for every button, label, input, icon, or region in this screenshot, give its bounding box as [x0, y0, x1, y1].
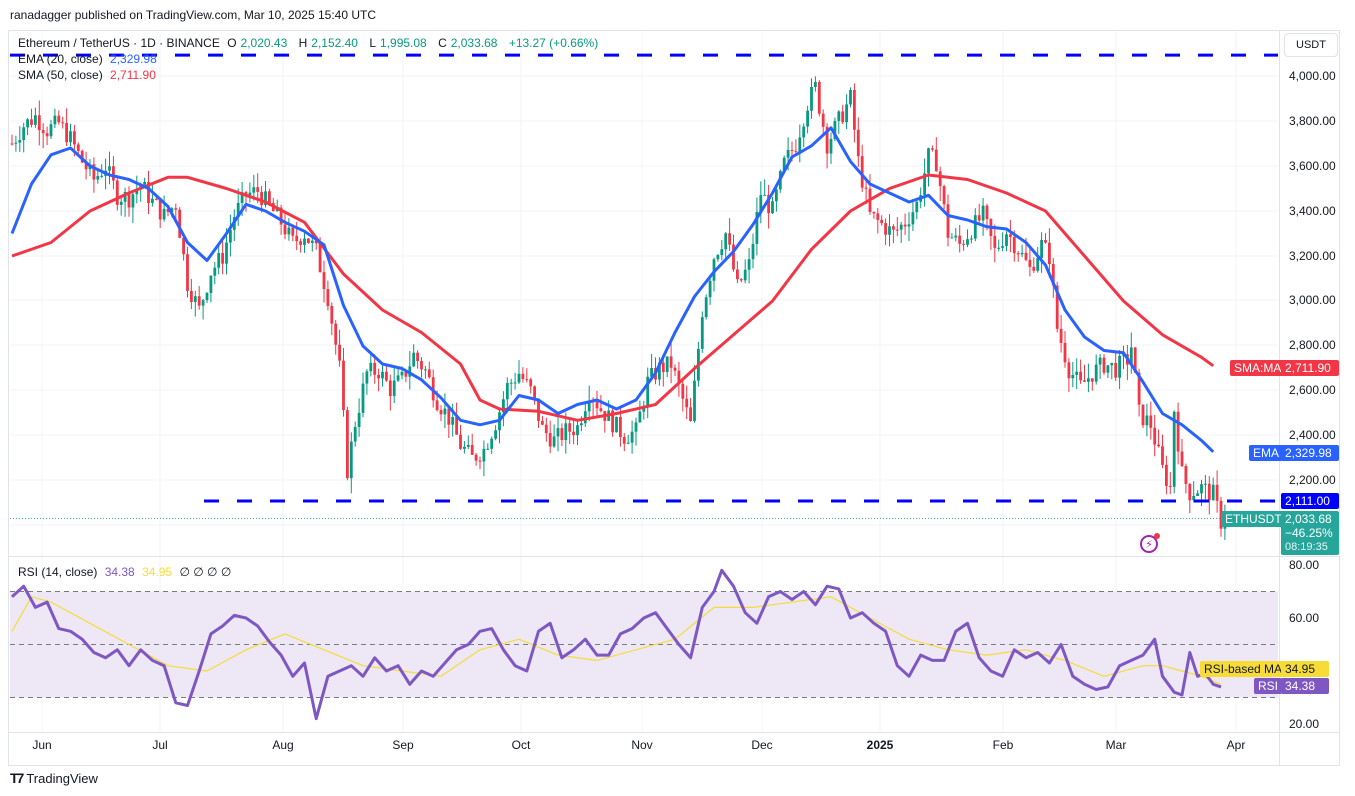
price-tick: 3,600.00	[1289, 159, 1336, 173]
rsi-tick: 20.00	[1289, 717, 1320, 731]
bar-countdown: 08:19:35	[1285, 541, 1328, 553]
rsi-ma-value: 34.95	[142, 565, 173, 579]
tradingview-logo-icon: T7	[10, 770, 24, 786]
notification-dot	[1154, 533, 1160, 539]
price-tick: 3,000.00	[1289, 293, 1336, 307]
price-tick: 4,000.00	[1289, 69, 1336, 83]
price-tick: 3,200.00	[1289, 249, 1336, 263]
ohlc-low: L 1,995.08	[369, 36, 427, 50]
symbol-legend[interactable]: Ethereum / TetherUS · 1D · BINANCE O 2,02…	[18, 35, 602, 51]
time-tick: Apr	[1226, 738, 1246, 752]
time-tick: Mar	[1105, 738, 1127, 752]
price-tick: 2,600.00	[1289, 383, 1336, 397]
time-tick: 2025	[866, 738, 894, 752]
lightning-icon[interactable]: ⚡	[1140, 535, 1158, 553]
rsi-legend[interactable]: RSI (14, close) 34.38 34.95 ∅ ∅ ∅ ∅	[18, 564, 235, 580]
time-tick: Oct	[511, 738, 531, 752]
tradingview-logo-text: TradingView	[26, 770, 98, 786]
time-tick: Feb	[992, 738, 1014, 752]
ohlc-high: H 2,152.40	[298, 36, 358, 50]
rsi-tick: 80.00	[1289, 558, 1320, 572]
last-price-change: −46.25%	[1285, 526, 1333, 540]
ema-value: 2,329.98	[110, 52, 157, 66]
rsi-tick: 60.00	[1289, 611, 1320, 625]
rsi-value: 34.38	[104, 565, 135, 579]
time-tick: Aug	[272, 738, 294, 752]
last-price-value: 2,033.68	[1285, 512, 1332, 526]
tradingview-logo[interactable]: T7 TradingView	[10, 770, 98, 786]
currency-button[interactable]: USDT	[1284, 33, 1338, 57]
rsi-tag-value: 34.38	[1281, 678, 1329, 694]
rsi-ma-tag-value: 34.95	[1281, 661, 1329, 677]
price-tick: 2,800.00	[1289, 338, 1336, 352]
time-tick: Sep	[392, 738, 414, 752]
symbol-title[interactable]: Ethereum / TetherUS · 1D · BINANCE	[18, 36, 220, 50]
ohlc-close: C 2,033.68	[438, 36, 498, 50]
price-tick: 2,400.00	[1289, 428, 1336, 442]
rsi-tag-name: RSI	[1254, 678, 1283, 694]
time-tick: Dec	[751, 738, 773, 752]
time-tick: Nov	[631, 738, 653, 752]
time-tick: Jun	[32, 738, 52, 752]
ema-legend[interactable]: EMA (20, close) 2,329.98	[18, 51, 161, 67]
time-tick: Jul	[152, 738, 168, 752]
ohlc-open: O 2,020.43	[227, 36, 288, 50]
sma-value: 2,711.90	[110, 68, 156, 82]
rsi-extra-values: ∅ ∅ ∅ ∅	[179, 565, 232, 579]
sma-legend[interactable]: SMA (50, close) 2,711.90	[18, 67, 160, 83]
rsi-ma-tag-name: RSI-based MA	[1200, 661, 1287, 677]
ohlc-change: +13.27 (+0.66%)	[508, 36, 599, 50]
price-tick: 2,200.00	[1289, 473, 1336, 487]
last-price-tag-name: ETHUSDT	[1221, 511, 1286, 527]
ema-tag-name: EMA	[1249, 445, 1284, 461]
ema-label: EMA (20, close)	[18, 52, 103, 66]
publisher-line: ranadagger published on TradingView.com,…	[10, 8, 377, 22]
sma-tag-name: SMA:MA	[1230, 360, 1286, 376]
sma-label: SMA (50, close)	[18, 68, 103, 82]
price-tick: 3,400.00	[1289, 204, 1336, 218]
last-price-tag: 2,033.68 −46.25% 08:19:35	[1281, 511, 1339, 555]
rsi-label: RSI (14, close)	[18, 565, 98, 579]
sma-tag-value: 2,711.90	[1281, 360, 1339, 376]
support-tag-value: 2,111.00	[1281, 493, 1339, 509]
ema-tag-value: 2,329.98	[1281, 445, 1339, 461]
price-tick: 3,800.00	[1289, 114, 1336, 128]
